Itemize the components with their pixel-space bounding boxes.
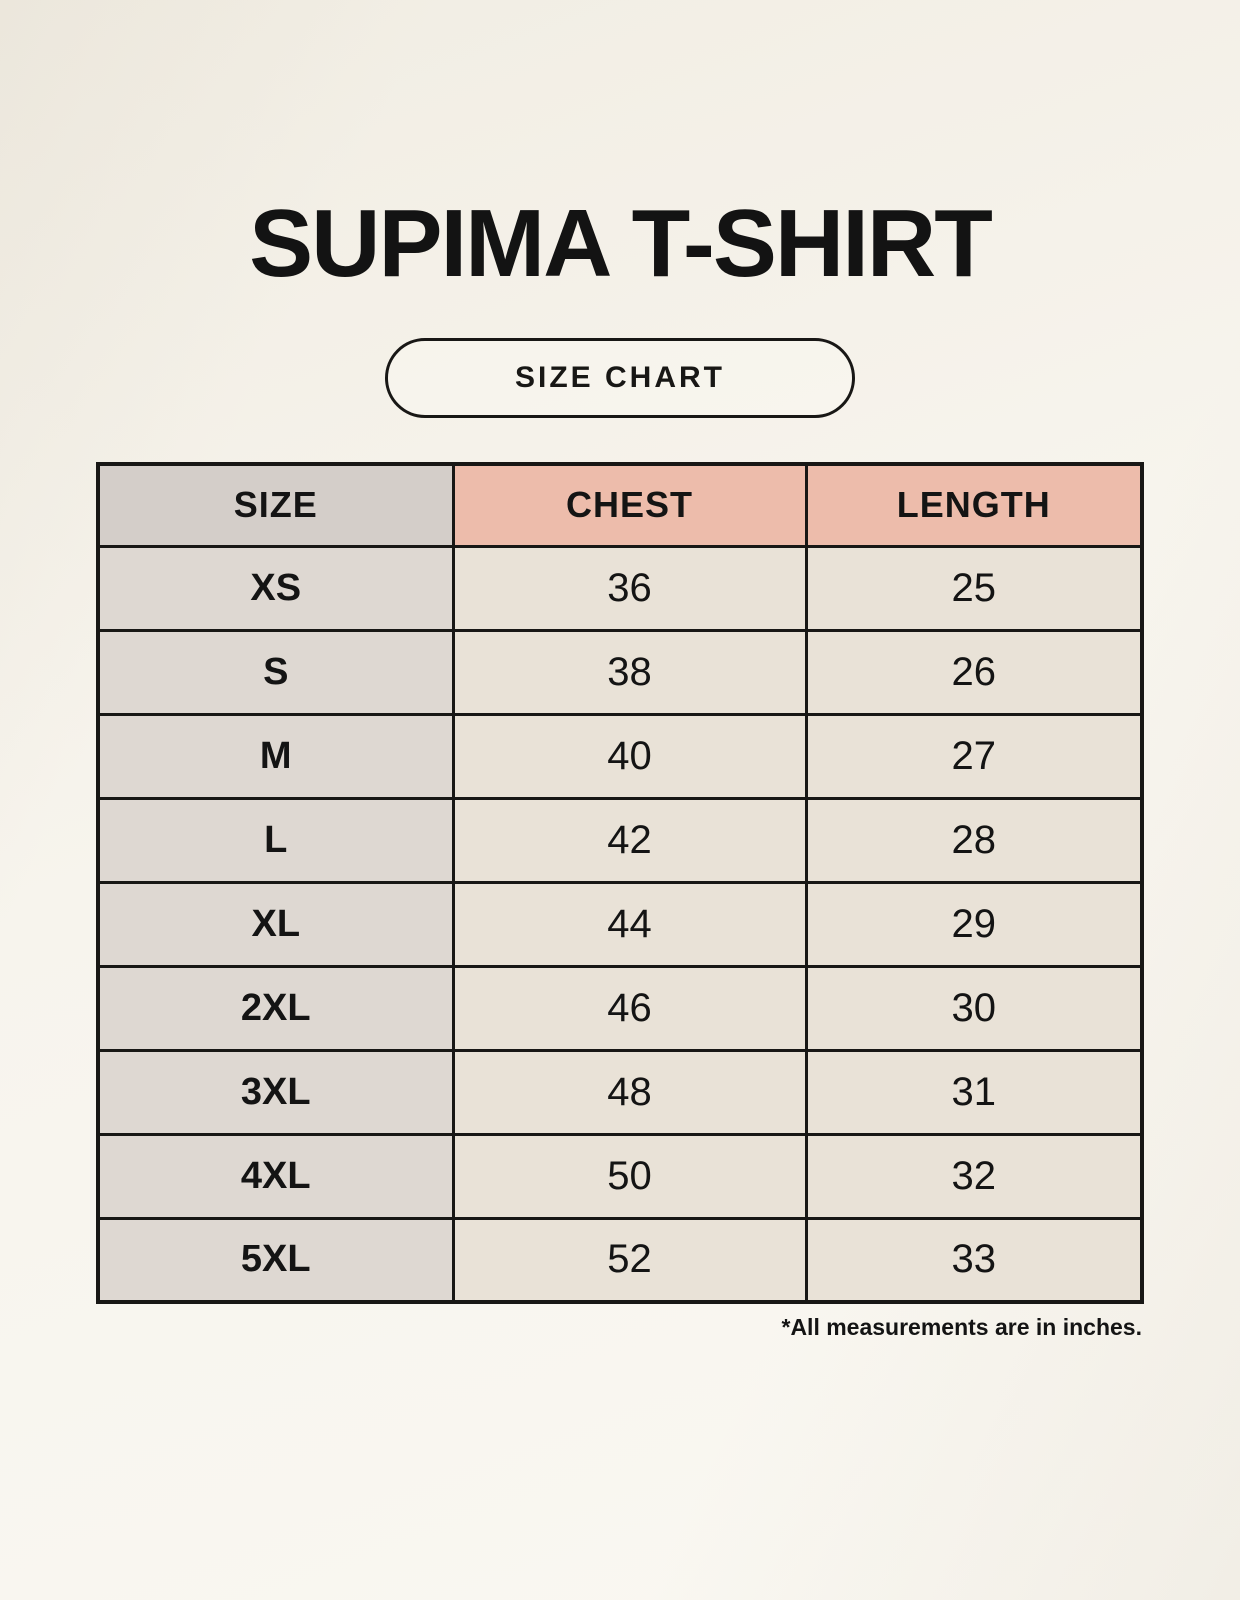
length-cell: 32: [804, 1132, 1144, 1220]
column-header-length: LENGTH: [804, 462, 1144, 548]
column-header-chest: CHEST: [451, 462, 808, 548]
page-title: SUPIMA T-SHIRT: [249, 190, 993, 297]
length-cell: 30: [804, 964, 1144, 1052]
table-row-m: M 40 27: [96, 712, 1144, 800]
column-header-size: SIZE: [96, 462, 455, 548]
size-cell: S: [96, 628, 455, 716]
length-cell: 28: [804, 796, 1144, 884]
chest-cell: 50: [451, 1132, 808, 1220]
table-row-xs: XS 36 25: [96, 544, 1144, 632]
chest-cell: 42: [451, 796, 808, 884]
length-cell: 27: [804, 712, 1144, 800]
size-table: SIZE CHEST LENGTH XS 36 25 S 38 26 M 40 …: [96, 462, 1144, 1304]
measurements-footnote: *All measurements are in inches.: [781, 1314, 1143, 1340]
size-cell: M: [96, 712, 455, 800]
table-row-4xl: 4XL 50 32: [96, 1132, 1144, 1220]
size-cell: 2XL: [96, 964, 455, 1052]
chest-cell: 48: [451, 1048, 808, 1136]
size-cell: XL: [96, 880, 455, 968]
length-cell: 26: [804, 628, 1144, 716]
table-row-2xl: 2XL 46 30: [96, 964, 1144, 1052]
size-table-body: XS 36 25 S 38 26 M 40 27 L 42 28 XL 44: [96, 544, 1144, 1304]
table-row-5xl: 5XL 52 33: [96, 1216, 1144, 1304]
chest-cell: 40: [451, 712, 808, 800]
length-cell: 31: [804, 1048, 1144, 1136]
chest-cell: 36: [451, 544, 808, 632]
size-cell: 3XL: [96, 1048, 455, 1136]
table-row-s: S 38 26: [96, 628, 1144, 716]
table-row-l: L 42 28: [96, 796, 1144, 884]
size-chart-badge: SIZE CHART: [385, 338, 855, 418]
chest-cell: 44: [451, 880, 808, 968]
size-cell: 4XL: [96, 1132, 455, 1220]
size-chart-badge-label: SIZE CHART: [515, 361, 725, 394]
size-cell: L: [96, 796, 455, 884]
length-cell: 29: [804, 880, 1144, 968]
table-row-3xl: 3XL 48 31: [96, 1048, 1144, 1136]
length-cell: 25: [804, 544, 1144, 632]
size-table-header: SIZE CHEST LENGTH: [96, 462, 1144, 548]
chest-cell: 46: [451, 964, 808, 1052]
chest-cell: 52: [451, 1216, 808, 1304]
length-cell: 33: [804, 1216, 1144, 1304]
header-row: SIZE CHEST LENGTH: [96, 462, 1144, 548]
size-cell: 5XL: [96, 1216, 455, 1304]
chest-cell: 38: [451, 628, 808, 716]
table-row-xl: XL 44 29: [96, 880, 1144, 968]
size-cell: XS: [96, 544, 455, 632]
